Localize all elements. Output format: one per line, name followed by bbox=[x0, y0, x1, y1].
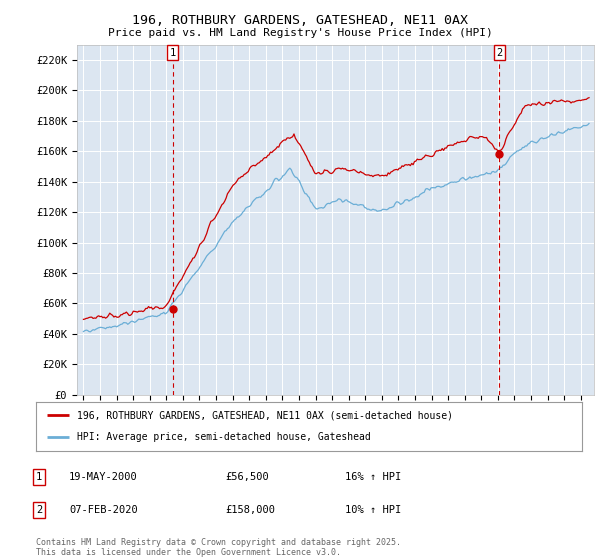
Text: 16% ↑ HPI: 16% ↑ HPI bbox=[345, 472, 401, 482]
Text: Price paid vs. HM Land Registry's House Price Index (HPI): Price paid vs. HM Land Registry's House … bbox=[107, 28, 493, 38]
Text: 10% ↑ HPI: 10% ↑ HPI bbox=[345, 505, 401, 515]
Text: 19-MAY-2000: 19-MAY-2000 bbox=[69, 472, 138, 482]
Text: HPI: Average price, semi-detached house, Gateshead: HPI: Average price, semi-detached house,… bbox=[77, 432, 371, 442]
Text: 1: 1 bbox=[169, 48, 176, 58]
Text: £158,000: £158,000 bbox=[225, 505, 275, 515]
Text: £56,500: £56,500 bbox=[225, 472, 269, 482]
Text: 196, ROTHBURY GARDENS, GATESHEAD, NE11 0AX: 196, ROTHBURY GARDENS, GATESHEAD, NE11 0… bbox=[132, 14, 468, 27]
Text: 2: 2 bbox=[36, 505, 42, 515]
Text: 196, ROTHBURY GARDENS, GATESHEAD, NE11 0AX (semi-detached house): 196, ROTHBURY GARDENS, GATESHEAD, NE11 0… bbox=[77, 410, 453, 421]
Text: Contains HM Land Registry data © Crown copyright and database right 2025.
This d: Contains HM Land Registry data © Crown c… bbox=[36, 538, 401, 557]
Text: 1: 1 bbox=[36, 472, 42, 482]
Text: 07-FEB-2020: 07-FEB-2020 bbox=[69, 505, 138, 515]
Text: 2: 2 bbox=[496, 48, 502, 58]
